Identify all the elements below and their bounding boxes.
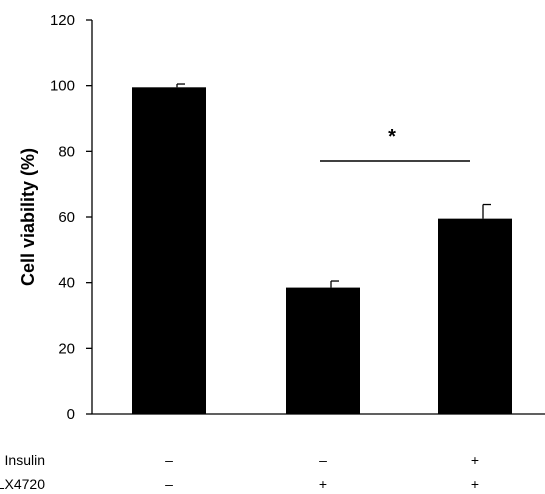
bar: [286, 287, 360, 414]
condition-sign: +: [319, 476, 327, 492]
significance-annotation: *: [320, 126, 470, 162]
significance-star: *: [388, 126, 396, 148]
condition-sign: –: [165, 452, 173, 468]
bar: [438, 218, 512, 414]
y-tick-label: 120: [50, 12, 75, 29]
condition-sign: –: [165, 476, 173, 492]
y-tick-label: 20: [58, 340, 75, 357]
plot-area: 0 20 40 60 80 100 120 *: [50, 12, 545, 423]
y-ticks: 0 20 40 60 80 100 120: [50, 12, 92, 423]
condition-sign: –: [319, 452, 327, 468]
condition-sign: +: [471, 452, 479, 468]
bar: [132, 87, 206, 414]
condition-label: Insulin: [5, 452, 45, 468]
y-tick-label: 0: [67, 406, 75, 423]
y-tick-label: 40: [58, 275, 75, 292]
y-tick-label: 60: [58, 209, 75, 226]
condition-label: PLX4720: [0, 476, 45, 492]
error-bars: [176, 83, 491, 288]
y-tick-label: 80: [58, 143, 75, 160]
y-axis-label: Cell viability (%): [18, 148, 38, 286]
condition-sign: +: [471, 476, 479, 492]
condition-table: Insulin – – + PLX4720 – + +: [0, 452, 479, 492]
bars: [132, 87, 512, 414]
y-tick-label: 100: [50, 78, 75, 95]
